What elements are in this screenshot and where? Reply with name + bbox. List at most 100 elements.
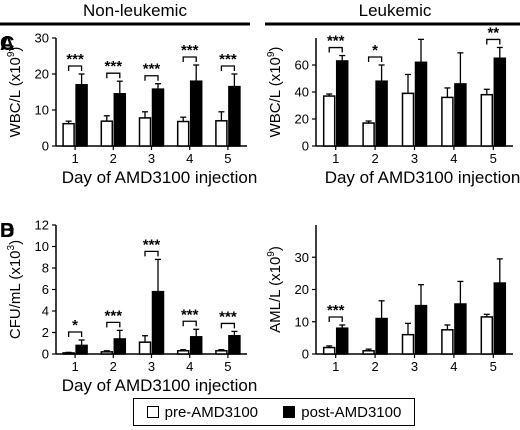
x-tick-label: 1: [332, 359, 339, 374]
legend-item-pre: pre-AMD3100: [146, 403, 259, 421]
bar-pre-b-2: [100, 351, 114, 355]
x-tick-label: 2: [110, 151, 117, 166]
significance-stars: ***: [327, 302, 345, 319]
significance-stars: ***: [219, 308, 237, 325]
legend: pre-AMD3100 post-AMD3100: [133, 398, 415, 426]
significance-bracket: [144, 250, 159, 257]
bar-pre-a-5: [215, 120, 228, 147]
bar-pre-c-4: [441, 96, 454, 147]
legend-swatch-black-icon: [283, 406, 296, 418]
y-axis-label-end: ): [7, 47, 24, 52]
x-tick-label: 3: [411, 359, 418, 374]
legend-item-post: post-AMD3100: [283, 404, 401, 421]
bar-pre-d-4: [441, 329, 454, 355]
bar-post-c-3: [414, 61, 428, 147]
bar-post-d-5: [493, 282, 507, 355]
legend-label-pre: pre-AMD3100: [164, 403, 259, 421]
y-axis-label-exponent: 9: [6, 51, 17, 57]
group-title-leukemic: Leukemic: [359, 1, 432, 20]
x-tick-label: 2: [371, 151, 378, 166]
bar-pre-d-3: [401, 333, 415, 355]
y-axis-label-main: AML/L (x10: [267, 257, 284, 333]
bar-pre-a-3: [138, 117, 152, 147]
y-tick-label: 0: [42, 139, 49, 154]
x-tick-label: 5: [224, 359, 231, 374]
significance-bracket: [106, 321, 121, 328]
y-axis-label-main: WBC/L (x10: [267, 57, 284, 137]
bar-pre-b-3: [138, 341, 152, 355]
y-axis-label: WBC/L (x109): [6, 47, 24, 138]
bar-pre-c-1: [322, 95, 336, 147]
bar-pre-a-2: [100, 120, 114, 147]
bar-post-b-4: [189, 336, 203, 355]
panel-letter-b: B: [0, 220, 14, 242]
significance-bracket: [486, 38, 501, 45]
bar-post-c-1: [335, 60, 349, 147]
bar-post-c-5: [493, 57, 507, 147]
y-axis-label: WBC/L (x109): [266, 47, 284, 138]
bar-post-a-3: [151, 88, 165, 147]
bar-post-a-4: [189, 80, 203, 147]
significance-stars: ***: [143, 236, 161, 253]
significance-bracket: [67, 65, 83, 71]
y-axis-label-exponent: 9: [266, 51, 277, 57]
y-tick-label: 6: [42, 282, 49, 297]
panel-a-chart: A 0 10 20 30 WBC/L (x109) 1 *** 2 *** 3 *** 4 *** 5 ***…: [0, 31, 257, 188]
y-tick-label: 60: [295, 58, 309, 73]
significance-stars: ***: [181, 306, 199, 323]
bar-pre-c-5: [480, 93, 494, 147]
significance-bracket: [328, 46, 343, 53]
panel-letter-d: D: [0, 220, 14, 242]
y-tick-label: 20: [295, 282, 309, 297]
bar-pre-b-5: [215, 350, 228, 355]
significance-stars: ***: [327, 33, 345, 50]
bar-post-a-2: [113, 93, 127, 147]
y-tick-label: 40: [295, 85, 309, 100]
significance-stars: *: [72, 317, 78, 334]
significance-bracket: [182, 320, 197, 327]
y-tick-label: 4: [42, 304, 49, 319]
y-axis-label: CFU/mL (x103): [6, 240, 24, 339]
significance-bracket: [182, 56, 197, 62]
x-tick-label: 3: [411, 151, 418, 166]
x-tick-label: 2: [371, 359, 378, 374]
x-tick-label: 5: [224, 151, 231, 166]
y-tick-label: 30: [35, 31, 49, 46]
x-tick-label: 2: [110, 359, 117, 374]
panel-letter-c: C: [0, 33, 14, 55]
bar-post-d-3: [414, 304, 428, 355]
significance-stars: *: [372, 42, 378, 59]
panel-letter-a: A: [0, 33, 14, 55]
significance-bracket: [106, 72, 121, 79]
bar-pre-a-4: [176, 120, 190, 147]
panel-d-chart: D 0 10 20 30 AML/L (x109) 1 *** 2 3 4 5: [0, 220, 513, 374]
y-tick-label: 10: [295, 314, 309, 329]
significance-bracket: [220, 65, 236, 71]
significance-stars: ***: [66, 51, 84, 68]
bar-pre-b-1: [62, 352, 75, 355]
y-axis-label-end: ): [7, 240, 24, 245]
y-tick-label: 30: [295, 250, 309, 265]
x-tick-label: 4: [186, 151, 193, 166]
significance-stars: **: [487, 24, 499, 41]
legend-label-post: post-AMD3100: [301, 403, 402, 421]
bar-pre-d-5: [480, 316, 494, 355]
y-tick-label: 2: [42, 325, 49, 340]
significance-stars: ***: [219, 51, 237, 68]
y-axis-label-end: ): [267, 246, 284, 251]
significance-bracket: [367, 56, 383, 62]
y-tick-label: 0: [302, 347, 309, 362]
significance-bracket: [144, 75, 159, 81]
bar-post-b-5: [228, 334, 241, 355]
x-tick-label: 3: [148, 151, 155, 166]
significance-stars: ***: [105, 58, 123, 75]
x-tick-label: 4: [450, 151, 457, 166]
y-axis-label: AML/L (x109): [266, 246, 284, 333]
x-tick-label: 5: [490, 359, 497, 374]
group-title-non-leukemic: Non-leukemic: [83, 1, 187, 20]
significance-bracket: [220, 322, 236, 329]
x-axis-label: Day of AMD3100 injection: [62, 376, 258, 395]
significance-bracket: [67, 331, 83, 338]
y-tick-label: 10: [35, 239, 49, 254]
